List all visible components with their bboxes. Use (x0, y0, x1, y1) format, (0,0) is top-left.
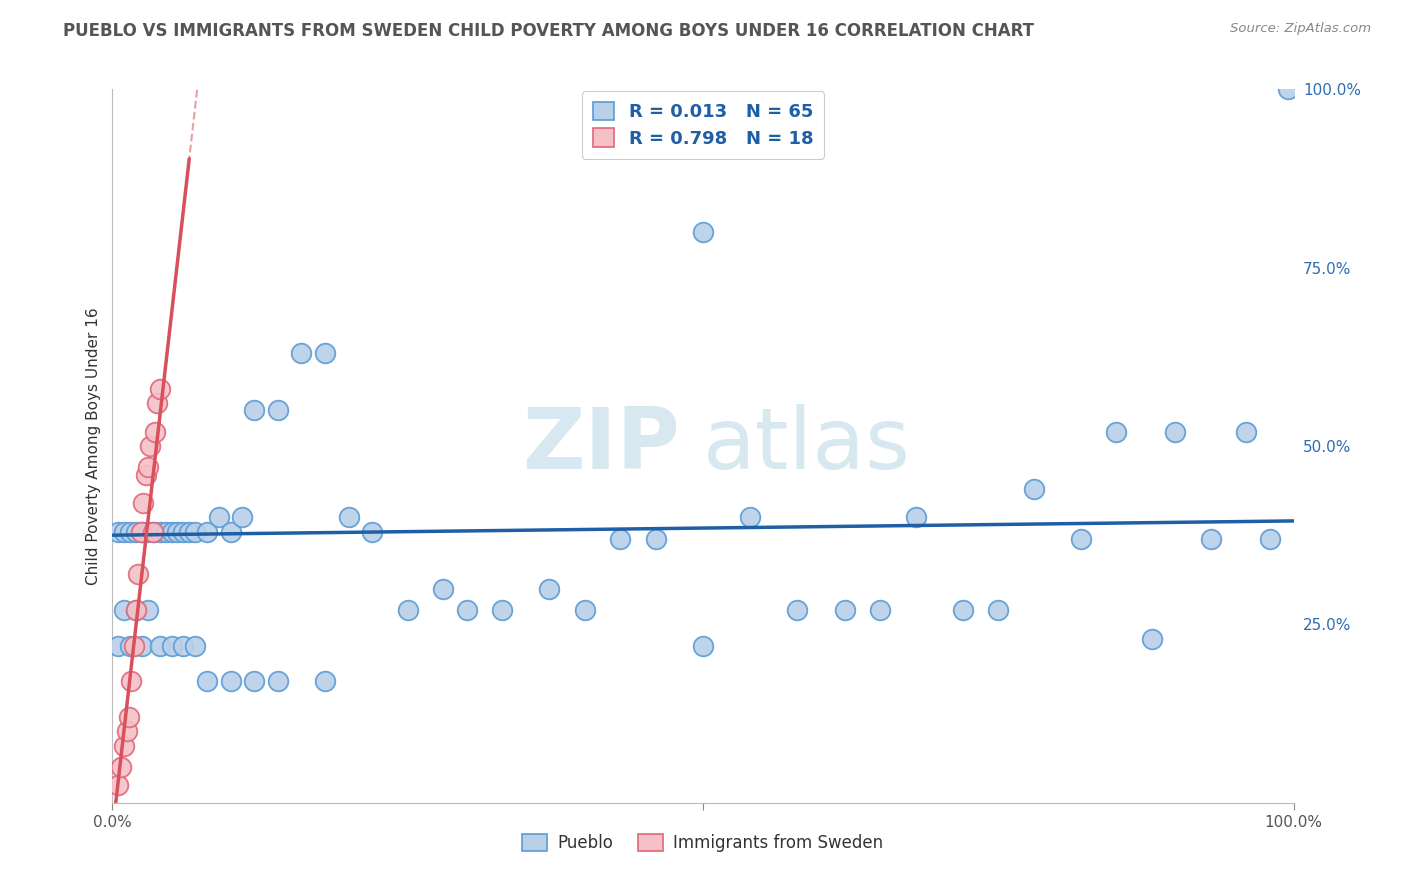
Point (107, 524, 129, 539)
Point (184, 639, 207, 653)
Point (740, 510, 762, 524)
Point (112, 524, 135, 539)
Text: ZIP: ZIP (522, 404, 679, 488)
Point (396, 603, 419, 617)
Point (135, 467, 157, 482)
Point (644, 532, 666, 546)
Point (122, 639, 145, 653)
Point (146, 396, 169, 410)
Point (267, 403, 290, 417)
Point (869, 603, 891, 617)
Point (120, 639, 142, 653)
Point (1277, 82, 1299, 96)
Point (120, 524, 142, 539)
Point (136, 603, 159, 617)
Point (361, 524, 384, 539)
Point (491, 603, 513, 617)
Point (987, 603, 1010, 617)
Point (120, 674, 142, 689)
Point (290, 346, 312, 360)
Point (231, 510, 253, 524)
Point (184, 524, 207, 539)
Point (136, 524, 159, 539)
Point (243, 403, 266, 417)
Point (127, 567, 149, 582)
Point (314, 346, 336, 360)
Point (143, 425, 166, 439)
Point (609, 532, 631, 546)
Point (786, 603, 808, 617)
Point (107, 778, 129, 792)
Point (219, 674, 242, 689)
Point (110, 760, 132, 774)
Point (834, 603, 856, 617)
Point (149, 382, 172, 396)
Point (1199, 532, 1222, 546)
Text: atlas: atlas (703, 404, 911, 488)
Point (904, 510, 927, 524)
Point (952, 603, 974, 617)
Point (125, 524, 148, 539)
Point (166, 524, 188, 539)
Point (131, 639, 153, 653)
Point (129, 524, 152, 539)
Y-axis label: Child Poverty Among Boys Under 16: Child Poverty Among Boys Under 16 (86, 307, 101, 585)
Point (136, 460, 159, 475)
Point (456, 603, 478, 617)
Point (1070, 532, 1092, 546)
Point (574, 603, 596, 617)
Legend: Pueblo, Immigrants from Sweden: Pueblo, Immigrants from Sweden (516, 827, 890, 859)
Text: Source: ZipAtlas.com: Source: ZipAtlas.com (1230, 22, 1371, 36)
Point (208, 510, 231, 524)
Point (1258, 532, 1281, 546)
Point (314, 674, 336, 689)
Point (149, 639, 172, 653)
Point (1105, 425, 1128, 439)
Point (195, 674, 218, 689)
Point (172, 639, 194, 653)
Point (160, 524, 183, 539)
Point (155, 524, 177, 539)
Point (142, 524, 165, 539)
Point (1234, 425, 1257, 439)
Point (115, 724, 138, 739)
Point (1164, 425, 1187, 439)
Point (139, 439, 162, 453)
Point (692, 225, 714, 239)
Point (118, 710, 141, 724)
Point (1140, 632, 1163, 646)
Point (219, 524, 242, 539)
Point (112, 739, 135, 753)
Point (267, 674, 290, 689)
Point (692, 639, 714, 653)
Point (125, 603, 148, 617)
Point (131, 524, 153, 539)
Point (172, 524, 194, 539)
Point (107, 639, 129, 653)
Point (112, 603, 135, 617)
Point (160, 639, 183, 653)
Text: PUEBLO VS IMMIGRANTS FROM SWEDEN CHILD POVERTY AMONG BOYS UNDER 16 CORRELATION C: PUEBLO VS IMMIGRANTS FROM SWEDEN CHILD P… (63, 22, 1035, 40)
Point (142, 524, 165, 539)
Point (195, 524, 218, 539)
Point (243, 674, 266, 689)
Point (132, 496, 155, 510)
Point (432, 582, 454, 596)
Point (125, 603, 148, 617)
Point (538, 582, 561, 596)
Point (1022, 482, 1045, 496)
Point (179, 524, 201, 539)
Point (337, 510, 360, 524)
Point (149, 524, 172, 539)
